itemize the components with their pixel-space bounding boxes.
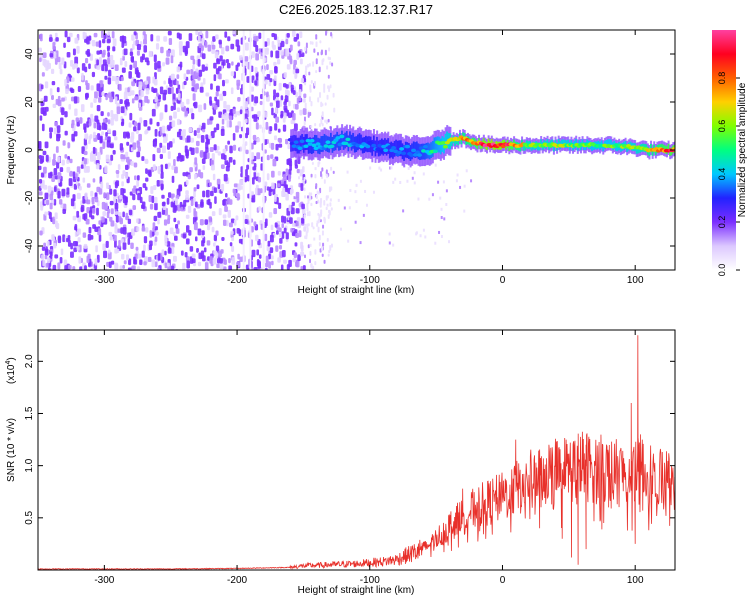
colorbar-gradient [712, 30, 736, 270]
signal-track [287, 124, 675, 247]
svg-text:(x104): (x104) [5, 357, 17, 384]
snr-multiplier-close: ) [6, 357, 17, 360]
colorbar-label: Normalized spectral amplitude [737, 82, 748, 217]
spectrogram-y-ticks: -40 -20 0 20 40 [24, 48, 675, 253]
spectrogram-y-tick-label: 0 [24, 147, 35, 153]
snr-y-tick-label: 2.0 [24, 354, 35, 368]
snr-multiplier-base: (x10 [6, 364, 17, 384]
spectrogram-x-tick-label: 0 [500, 275, 506, 286]
spectrogram-x-tick-label: -200 [227, 275, 247, 286]
spectrogram-plot-area [38, 30, 675, 270]
snr-x-label: Height of straight line (km) [298, 585, 415, 596]
snr-y-tick-label: 1.5 [24, 406, 35, 420]
snr-x-tick-label: 0 [500, 575, 506, 586]
noise-speckle [38, 30, 336, 270]
snr-y-label: SNR (10 * v/v) [6, 418, 17, 482]
colorbar-tick-label: 0.0 [717, 264, 727, 277]
spectrogram-x-label: Height of straight line (km) [298, 285, 415, 296]
spectrogram-x-tick-label: -300 [94, 275, 114, 286]
snr-multiplier-exp: 4 [5, 361, 12, 365]
snr-plot-area [38, 335, 675, 570]
spectrogram-x-tick-label: -100 [360, 275, 380, 286]
snr-x-tick-label: 100 [627, 575, 644, 586]
snr-x-tick-label: -200 [227, 575, 247, 586]
colorbar-ticks: 0.0 0.2 0.4 0.6 0.8 [717, 72, 740, 277]
snr-line [38, 335, 675, 570]
spectrogram-y-tick-label: 40 [24, 48, 35, 60]
snr-y-ticks: 0.5 1.0 1.5 2.0 [24, 354, 675, 525]
spectrogram-y-tick-label: -40 [24, 238, 35, 253]
snr-x-ticks: -300 -200 -100 0 100 [94, 330, 644, 586]
spectrogram-y-label: Frequency (Hz) [6, 116, 17, 185]
colorbar-tick-label: 0.2 [717, 216, 727, 229]
snr-x-tick-label: -100 [360, 575, 380, 586]
colorbar-tick-label: 0.6 [717, 120, 727, 133]
snr-frame [37, 329, 676, 571]
chart-title: C2E6.2025.183.12.37.R17 [279, 2, 433, 17]
colorbar-tick-label: 0.4 [717, 168, 727, 181]
spectrogram-x-tick-label: 100 [627, 275, 644, 286]
colorbar: 0.0 0.2 0.4 0.6 0.8 Normalized spectral ampl… [712, 30, 748, 276]
spectrogram-y-tick-label: 20 [24, 96, 35, 108]
colorbar-tick-label: 0.8 [717, 72, 727, 85]
spectrogram-x-ticks: -300 -200 -100 0 100 [94, 30, 644, 286]
snr-y-tick-label: 0.5 [24, 510, 35, 524]
snr-x-tick-label: -300 [94, 575, 114, 586]
snr-multiplier: (x104) [5, 357, 17, 384]
snr-panel: -300 -200 -100 0 100 0.5 1.0 1.5 2.0 Height of … [5, 329, 676, 596]
spectrogram-y-tick-label: -20 [24, 190, 35, 205]
snr-y-tick-label: 1.0 [24, 458, 35, 472]
